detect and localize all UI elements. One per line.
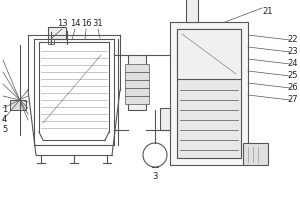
Text: 3: 3 (152, 172, 158, 181)
Bar (160, 108, 170, 130)
Bar (125, 72, 149, 80)
Bar (177, 29, 241, 158)
Bar (128, 55, 146, 110)
Bar (125, 96, 149, 104)
Text: 14: 14 (70, 19, 80, 28)
Text: 27: 27 (287, 96, 298, 104)
Text: 24: 24 (287, 60, 298, 68)
Bar (243, 143, 268, 165)
Text: 4: 4 (2, 116, 7, 124)
Text: 26: 26 (287, 84, 298, 92)
Text: 13: 13 (57, 19, 67, 28)
Bar (48, 27, 66, 39)
Text: 16: 16 (81, 19, 91, 28)
Bar (177, 29, 241, 79)
Text: 21: 21 (262, 7, 272, 16)
Bar (125, 88, 149, 96)
Text: 31: 31 (93, 19, 103, 28)
Bar (10, 100, 26, 110)
Bar (125, 80, 149, 88)
Bar (48, 36, 54, 44)
Bar (186, 0, 198, 22)
Bar (170, 22, 248, 165)
Text: 23: 23 (287, 47, 298, 56)
Text: 25: 25 (287, 72, 298, 80)
Text: 1: 1 (2, 106, 7, 114)
Text: 22: 22 (287, 36, 298, 45)
Bar (125, 64, 149, 72)
Text: 5: 5 (2, 126, 7, 134)
